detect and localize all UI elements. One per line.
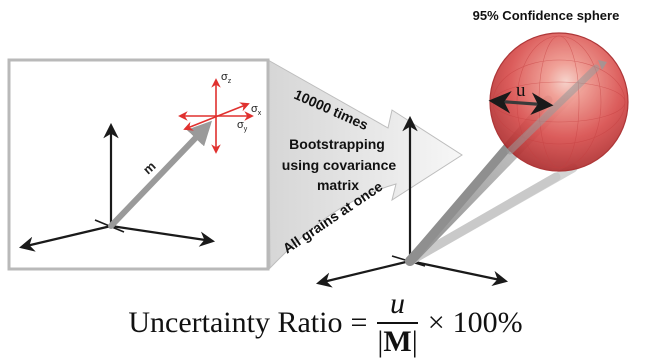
- m-vector: [108, 120, 212, 229]
- sigma-x-label: σx: [251, 103, 262, 117]
- error-arrows: [178, 78, 254, 154]
- bootstrap-line1: Bootstrapping: [289, 136, 385, 152]
- u-double-arrow: [488, 91, 554, 115]
- fraction-bar: [377, 322, 418, 324]
- sphere-vector-label: u: [516, 80, 526, 101]
- formula-equals: =: [350, 306, 368, 339]
- bootstrap-line3: matrix: [317, 177, 359, 193]
- sigma-z-label: σz: [221, 71, 232, 85]
- formula-denominator: |M|: [377, 325, 418, 358]
- formula-value: 100%: [452, 306, 523, 339]
- sigma-y-label: σy: [237, 119, 248, 133]
- formula-lhs: Uncertainty Ratio: [128, 306, 343, 339]
- left-panel: [7, 58, 270, 271]
- formula-fraction: u |M|: [377, 287, 418, 358]
- projection-bubble: [267, 59, 463, 270]
- sphere-title: 95% Confidence sphere: [473, 8, 620, 23]
- formula-numerator: u: [390, 287, 406, 320]
- uncertainty-formula: Uncertainty Ratio = u |M| × 100%: [0, 286, 651, 360]
- bootstrap-line2: using covariance: [282, 157, 397, 173]
- formula-times: ×: [427, 306, 445, 339]
